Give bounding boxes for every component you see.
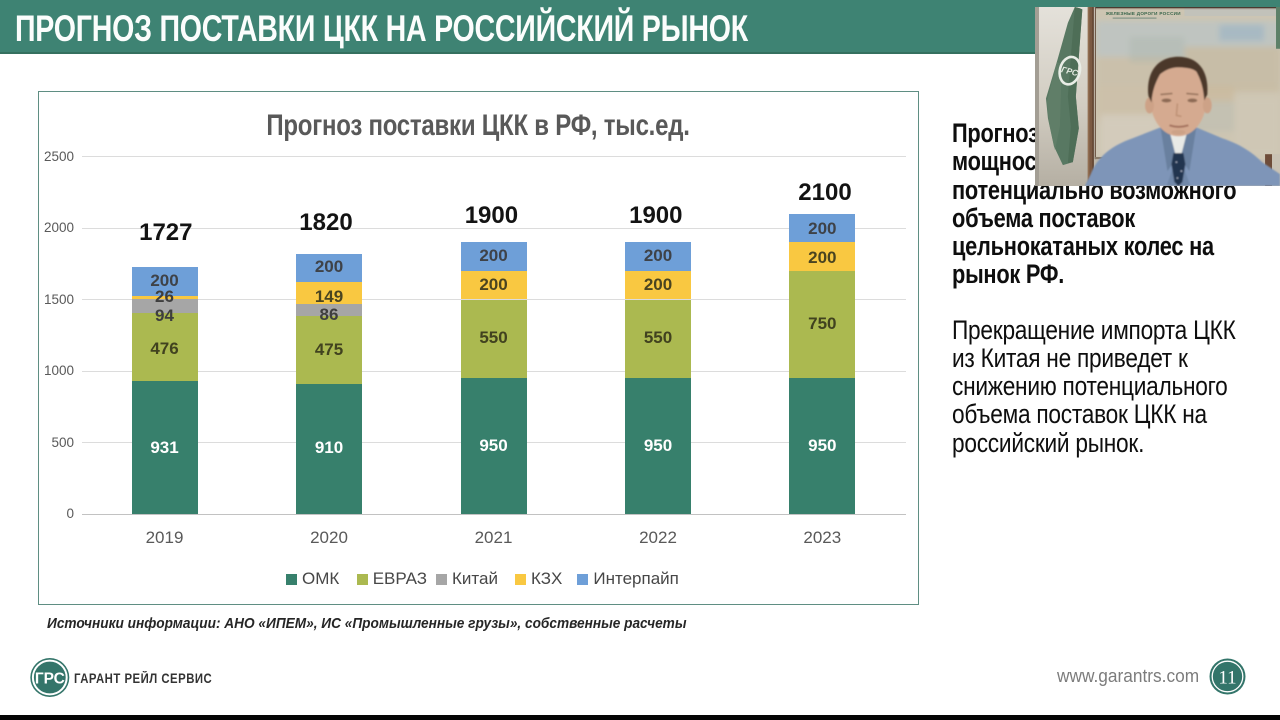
svg-text:ГРС: ГРС xyxy=(1060,64,1080,78)
svg-text:ЖЕЛЕЗНЫЕ ДОРОГИ РОССИИ: ЖЕЛЕЗНЫЕ ДОРОГИ РОССИИ xyxy=(1105,11,1181,16)
svg-text:11: 11 xyxy=(1218,668,1236,689)
svg-text:ГРС: ГРС xyxy=(35,670,65,687)
